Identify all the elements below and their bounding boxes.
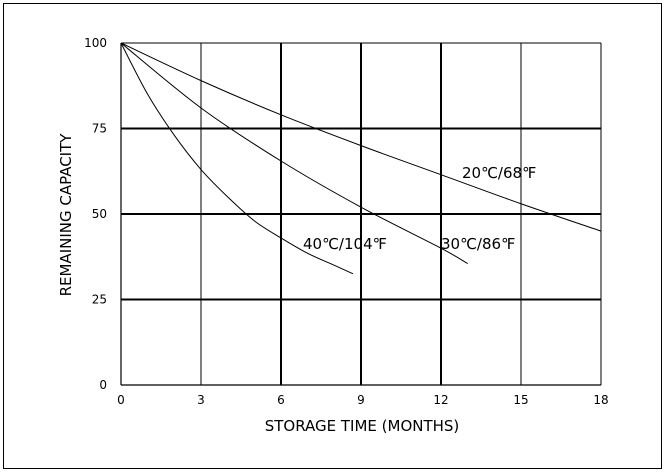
x-tick-label: 15 [513, 393, 528, 407]
chart-frame [3, 3, 662, 469]
curve-20c-68f [120, 42, 602, 232]
curve-40c-104f [120, 42, 354, 275]
axes [120, 43, 601, 386]
y-tick-label: 75 [92, 122, 107, 136]
series-curves [120, 42, 602, 275]
x-tick-label: 18 [593, 393, 608, 407]
label-30c-86f: 30℃/86℉ [441, 235, 515, 253]
y-tick-label: 0 [99, 378, 107, 392]
x-tick-label: 12 [433, 393, 448, 407]
y-tick-label: 25 [92, 293, 107, 307]
x-tick-label: 0 [117, 393, 125, 407]
grid-lines [121, 42, 602, 385]
y-tick-label: 100 [84, 36, 107, 50]
x-axis-title: STORAGE TIME (MONTHS) [265, 417, 460, 435]
label-20c-68f: 20℃/68℉ [462, 164, 536, 182]
series-labels: 20℃/68℉ 30℃/86℉ 40℃/104℉ [303, 164, 536, 253]
x-tick-label: 6 [277, 393, 285, 407]
y-tick-label: 50 [92, 207, 107, 221]
x-tick-label: 9 [357, 393, 365, 407]
x-tick-labels: 0 3 6 9 12 15 18 [117, 393, 608, 407]
curve-30c-86f [120, 42, 468, 265]
label-40c-104f: 40℃/104℉ [303, 235, 387, 253]
y-axis-title: REMAINING CAPACITY [57, 133, 75, 297]
y-tick-labels: 0 25 50 75 100 [84, 36, 107, 392]
x-tick-label: 3 [197, 393, 205, 407]
